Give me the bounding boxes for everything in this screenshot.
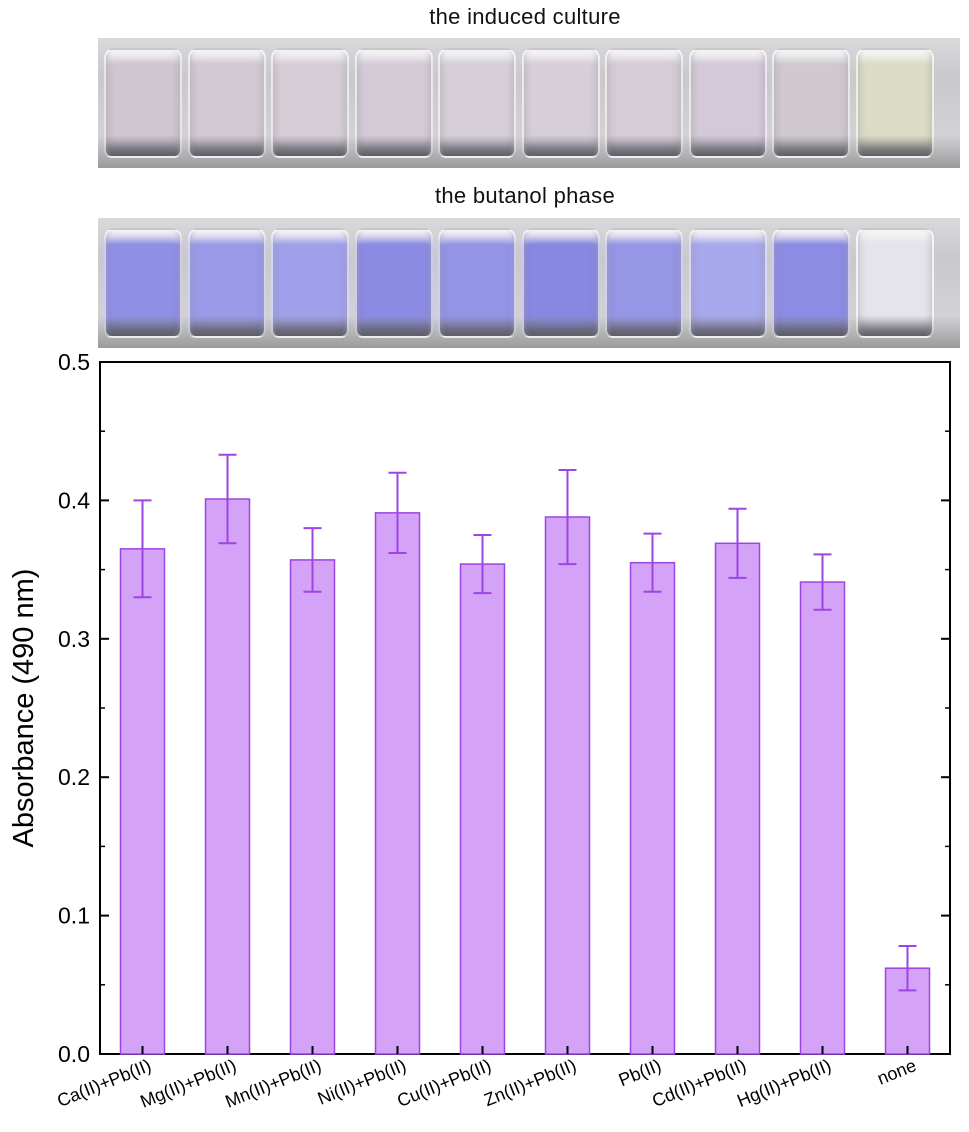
bar (799, 581, 846, 1055)
butanol-vial (772, 228, 850, 338)
culture-vial (772, 48, 850, 158)
culture-vial (605, 48, 683, 158)
butanol-vial (688, 228, 767, 338)
x-tick-label: Ni(II)+Pb(II) (315, 1055, 409, 1109)
bar (884, 967, 931, 1055)
butanol-vial (855, 228, 934, 338)
butanol-vial (187, 228, 266, 338)
y-tick-label: 0.2 (58, 764, 90, 790)
x-tick-label: Hg(II)+Pb(II) (734, 1055, 834, 1111)
culture-vial (354, 48, 433, 158)
bar (459, 563, 506, 1055)
butanol-vial (271, 228, 349, 338)
x-tick-label: Zn(II)+Pb(II) (481, 1055, 579, 1110)
butanol-phase-photo (98, 218, 960, 348)
photo-title-butanol-phase: the butanol phase (434, 183, 616, 208)
butanol-vial (104, 228, 182, 338)
culture-vial (521, 48, 600, 158)
y-tick-label: 0.1 (58, 903, 90, 929)
bar (374, 512, 421, 1055)
x-tick-label: Pb(II) (616, 1055, 664, 1090)
bar (289, 559, 336, 1055)
bar (629, 561, 676, 1055)
butanol-vial (521, 228, 600, 338)
butanol-vial (605, 228, 683, 338)
culture-vial (187, 48, 266, 158)
bar (714, 542, 761, 1055)
x-tick-label: Cd(II)+Pb(II) (649, 1055, 749, 1111)
y-tick-label: 0.0 (58, 1041, 90, 1067)
y-axis-label: Absorbance (490 nm) (8, 569, 40, 848)
culture-vial (855, 48, 934, 158)
x-tick-label: none (874, 1055, 919, 1089)
bar (544, 516, 591, 1055)
y-tick-label: 0.4 (58, 487, 90, 513)
culture-vial (271, 48, 349, 158)
culture-vial (438, 48, 516, 158)
bar (204, 498, 251, 1055)
induced-culture-photo (98, 38, 960, 168)
x-tick-label: Mn(II)+Pb(II) (222, 1055, 324, 1112)
culture-vial (688, 48, 767, 158)
butanol-vial (438, 228, 516, 338)
photo-title-induced-culture: the induced culture (429, 4, 621, 29)
culture-vial (104, 48, 182, 158)
butanol-vial (354, 228, 433, 338)
y-tick-label: 0.3 (58, 626, 90, 652)
x-tick-label: Cu(II)+Pb(II) (394, 1055, 494, 1111)
bar (119, 548, 166, 1055)
y-tick-label: 0.5 (58, 349, 90, 375)
x-tick-label: Mg(II)+Pb(II) (137, 1055, 239, 1112)
